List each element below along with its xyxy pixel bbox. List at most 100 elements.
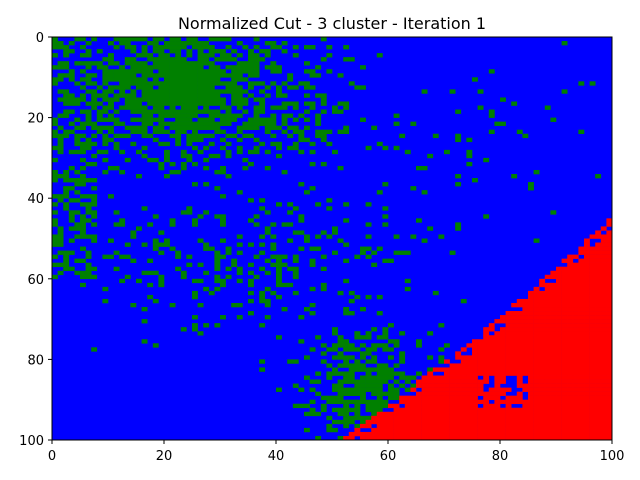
x-tick-label: 40 <box>268 449 285 464</box>
cluster-green-cell <box>348 391 355 396</box>
cluster-green-cell <box>371 262 378 268</box>
cluster-red-cell <box>533 355 540 360</box>
cluster-green-cell <box>488 113 495 118</box>
cluster-green-cell <box>427 367 434 372</box>
cluster-red-cell <box>556 298 562 304</box>
cluster-red-cell <box>427 383 434 388</box>
cluster-green-cell <box>164 97 170 102</box>
cluster-red-cell <box>404 403 411 409</box>
cluster-green-cell <box>52 133 58 139</box>
cluster-green-cell <box>186 69 193 74</box>
cluster-red-cell <box>561 383 568 388</box>
cluster-green-cell <box>130 101 137 106</box>
cluster-green-cell <box>74 141 81 147</box>
cluster-red-cell <box>500 423 506 429</box>
cluster-red-cell <box>522 335 529 340</box>
cluster-green-cell <box>371 411 378 417</box>
cluster-red-cell <box>494 335 501 340</box>
cluster-green-cell <box>203 93 210 98</box>
cluster-red-cell <box>444 359 450 364</box>
cluster-green-cell <box>57 77 64 82</box>
cluster-red-cell <box>427 435 434 441</box>
cluster-green-cell <box>455 182 462 187</box>
cluster-green-cell <box>214 89 221 94</box>
cluster-green-cell <box>337 355 344 360</box>
cluster-green-cell <box>152 298 159 304</box>
cluster-red-cell <box>544 431 551 437</box>
cluster-red-cell <box>600 331 607 336</box>
cluster-red-cell <box>606 435 613 441</box>
cluster-green-cell <box>186 262 193 268</box>
cluster-red-cell <box>606 246 613 251</box>
cluster-green-cell <box>253 137 260 143</box>
cluster-green-cell <box>332 419 338 425</box>
cluster-green-cell <box>236 250 243 255</box>
cluster-green-cell <box>57 113 64 118</box>
cluster-green-cell <box>119 93 126 98</box>
cluster-red-cell <box>556 419 562 425</box>
cluster-red-cell <box>600 258 607 263</box>
cluster-red-cell <box>539 294 546 300</box>
cluster-green-cell <box>326 395 333 400</box>
cluster-red-cell <box>550 379 557 384</box>
cluster-green-cell <box>175 73 182 78</box>
cluster-green-cell <box>152 45 159 50</box>
cluster-green-cell <box>158 57 165 62</box>
cluster-red-cell <box>567 411 574 417</box>
cluster-red-cell <box>589 399 596 405</box>
cluster-red-cell <box>584 415 590 421</box>
cluster-green-cell <box>152 246 159 251</box>
cluster-red-cell <box>578 278 585 284</box>
cluster-green-cell <box>287 210 294 215</box>
cluster-green-cell <box>147 93 154 98</box>
cluster-green-cell <box>298 149 305 155</box>
cluster-green-cell <box>180 89 187 94</box>
cluster-green-cell <box>119 37 126 42</box>
cluster-green-cell <box>208 49 215 54</box>
cluster-red-cell <box>595 427 602 433</box>
cluster-red-cell <box>556 270 562 276</box>
cluster-red-cell <box>477 379 484 384</box>
cluster-red-cell <box>477 343 484 348</box>
cluster-green-cell <box>164 81 170 86</box>
cluster-green-cell <box>494 121 501 126</box>
cluster-red-cell <box>399 399 406 405</box>
cluster-green-cell <box>382 331 389 336</box>
cluster-red-cell <box>589 379 596 384</box>
cluster-green-cell <box>85 121 92 126</box>
cluster-green-cell <box>376 391 383 396</box>
cluster-red-cell <box>539 403 546 409</box>
cluster-red-cell <box>472 387 478 392</box>
cluster-red-cell <box>578 327 585 332</box>
cluster-green-cell <box>158 282 165 288</box>
cluster-green-cell <box>203 182 210 187</box>
cluster-green-cell <box>365 367 372 372</box>
cluster-red-cell <box>572 407 579 413</box>
cluster-red-cell <box>371 435 378 441</box>
cluster-green-cell <box>80 149 86 155</box>
cluster-red-cell <box>584 238 590 243</box>
cluster-green-cell <box>304 307 310 312</box>
cluster-red-cell <box>556 395 562 400</box>
cluster-green-cell <box>393 145 400 151</box>
cluster-green-cell <box>360 391 366 396</box>
cluster-green-cell <box>253 113 260 118</box>
cluster-red-cell <box>416 399 422 405</box>
cluster-green-cell <box>248 69 254 74</box>
cluster-green-cell <box>242 165 249 171</box>
x-tick-label: 0 <box>48 449 56 464</box>
cluster-green-cell <box>337 419 344 425</box>
cluster-red-cell <box>556 282 562 288</box>
cluster-red-cell <box>578 311 585 316</box>
cluster-green-cell <box>298 182 305 187</box>
cluster-green-cell <box>382 222 389 227</box>
cluster-green-cell <box>74 137 81 143</box>
cluster-green-cell <box>354 363 361 368</box>
cluster-red-cell <box>427 411 434 417</box>
cluster-red-cell <box>505 323 512 328</box>
cluster-green-cell <box>354 399 361 405</box>
cluster-green-cell <box>141 153 148 159</box>
cluster-green-cell <box>388 383 394 388</box>
cluster-green-cell <box>337 435 344 441</box>
